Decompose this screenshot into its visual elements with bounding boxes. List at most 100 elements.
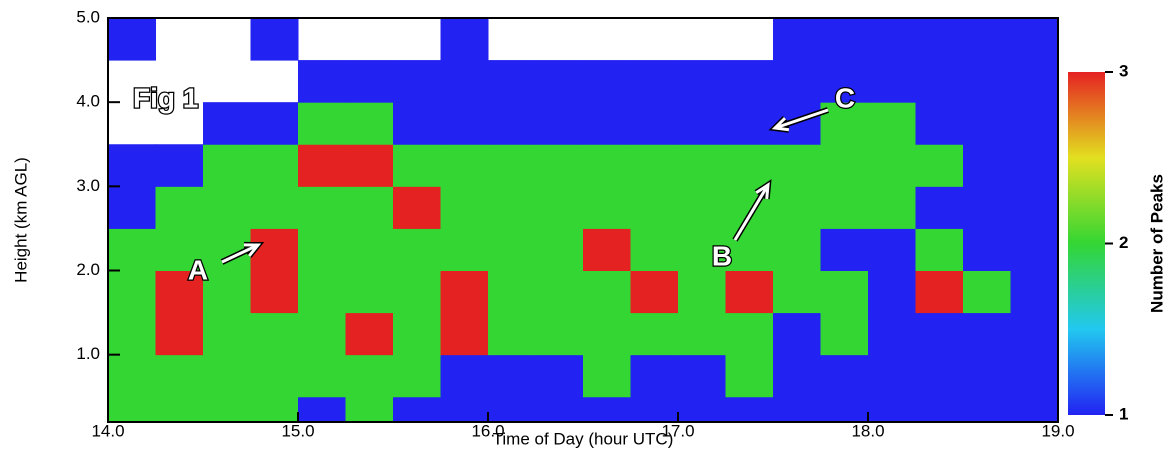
colorbar-tick-label: 1 [1119,404,1128,423]
heat-cell [773,144,821,187]
heat-cell [1010,270,1059,314]
heat-cell [488,228,536,271]
x-tick-label: 16.0 [471,421,504,440]
heat-cell [488,270,536,314]
heat-cell [915,60,964,103]
heat-cell [535,228,584,271]
heat-cell [630,354,679,398]
heat-cell [298,186,346,229]
heat-cell [345,144,394,187]
heat-cell [820,18,869,61]
heat-cell [345,228,394,271]
heat-cell [298,102,346,145]
heat-cell [773,396,821,423]
heat-cell [915,144,964,187]
heat-cell [345,60,394,103]
heat-cell [488,354,536,398]
heat-cell [725,312,774,356]
heat-cell [488,60,536,103]
heat-cell [678,102,726,145]
heat-cell [868,228,916,271]
heat-cell [298,270,346,314]
heat-cell [963,144,1011,187]
heat-cell [535,312,584,356]
heat-cell [583,60,631,103]
heat-cell [393,312,441,356]
y-tick-label: 1.0 [76,344,100,363]
colorbar-title: Number of Peaks [1147,174,1166,313]
heat-cell [583,186,631,229]
heat-cell [250,228,299,271]
heat-cell [203,144,251,187]
heat-cell [250,270,299,314]
heat-cell [963,312,1011,356]
heat-cell [963,354,1011,398]
heat-cell [535,186,584,229]
heat-cell [440,60,489,103]
heat-cell [488,396,536,423]
heat-cell [108,18,156,61]
heat-cell [203,270,251,314]
heat-cell [440,396,489,423]
heat-cell [1010,312,1059,356]
heat-cell [868,144,916,187]
heat-cell [535,270,584,314]
heat-cell [868,186,916,229]
heat-cell [535,60,584,103]
heat-cell [298,312,346,356]
heat-cell [630,102,679,145]
heat-cell [773,186,821,229]
heat-cell [630,60,679,103]
heat-cell [678,396,726,423]
heat-cell [915,270,964,314]
heat-cell [820,270,869,314]
heat-cell [393,186,441,229]
x-tick-label: 19.0 [1041,421,1074,440]
heat-cell [345,312,394,356]
heat-cell [535,354,584,398]
heat-cell [725,396,774,423]
heat-cell [1010,60,1059,103]
heat-cell [583,144,631,187]
heat-cell [535,102,584,145]
heat-cell [963,102,1011,145]
heat-cell [488,102,536,145]
heat-cell [915,18,964,61]
heat-cell [1010,228,1059,271]
heat-cell [678,228,726,271]
heat-cell [963,18,1011,61]
heat-cell [108,144,156,187]
heat-cell [678,60,726,103]
annotation: C [835,82,855,113]
heat-cell [678,270,726,314]
heat-cell [535,144,584,187]
heat-cell [820,312,869,356]
heat-cell [773,60,821,103]
heat-cell [440,270,489,314]
heat-cell [108,354,156,398]
heat-cell [868,354,916,398]
heat-cell [915,186,964,229]
heat-cell [773,312,821,356]
heat-cell [1010,186,1059,229]
heat-cell [250,312,299,356]
heat-cell [630,144,679,187]
heat-cell [583,102,631,145]
heat-cell [393,270,441,314]
x-tick-label: 18.0 [851,421,884,440]
heat-cell [915,354,964,398]
heat-cell [583,354,631,398]
heat-cell [155,396,204,423]
heat-cell [250,102,299,145]
x-axis-title: Time of Day (hour UTC) [493,429,674,448]
heat-cell [345,186,394,229]
heat-cell [678,144,726,187]
heat-cell [250,18,299,61]
plot-frame [107,17,1059,423]
heat-cell [583,228,631,271]
heat-cell [773,18,821,61]
colorbar-tick-label: 3 [1119,61,1128,80]
heat-cell [773,228,821,271]
heat-cell [1010,354,1059,398]
heat-cell [630,228,679,271]
